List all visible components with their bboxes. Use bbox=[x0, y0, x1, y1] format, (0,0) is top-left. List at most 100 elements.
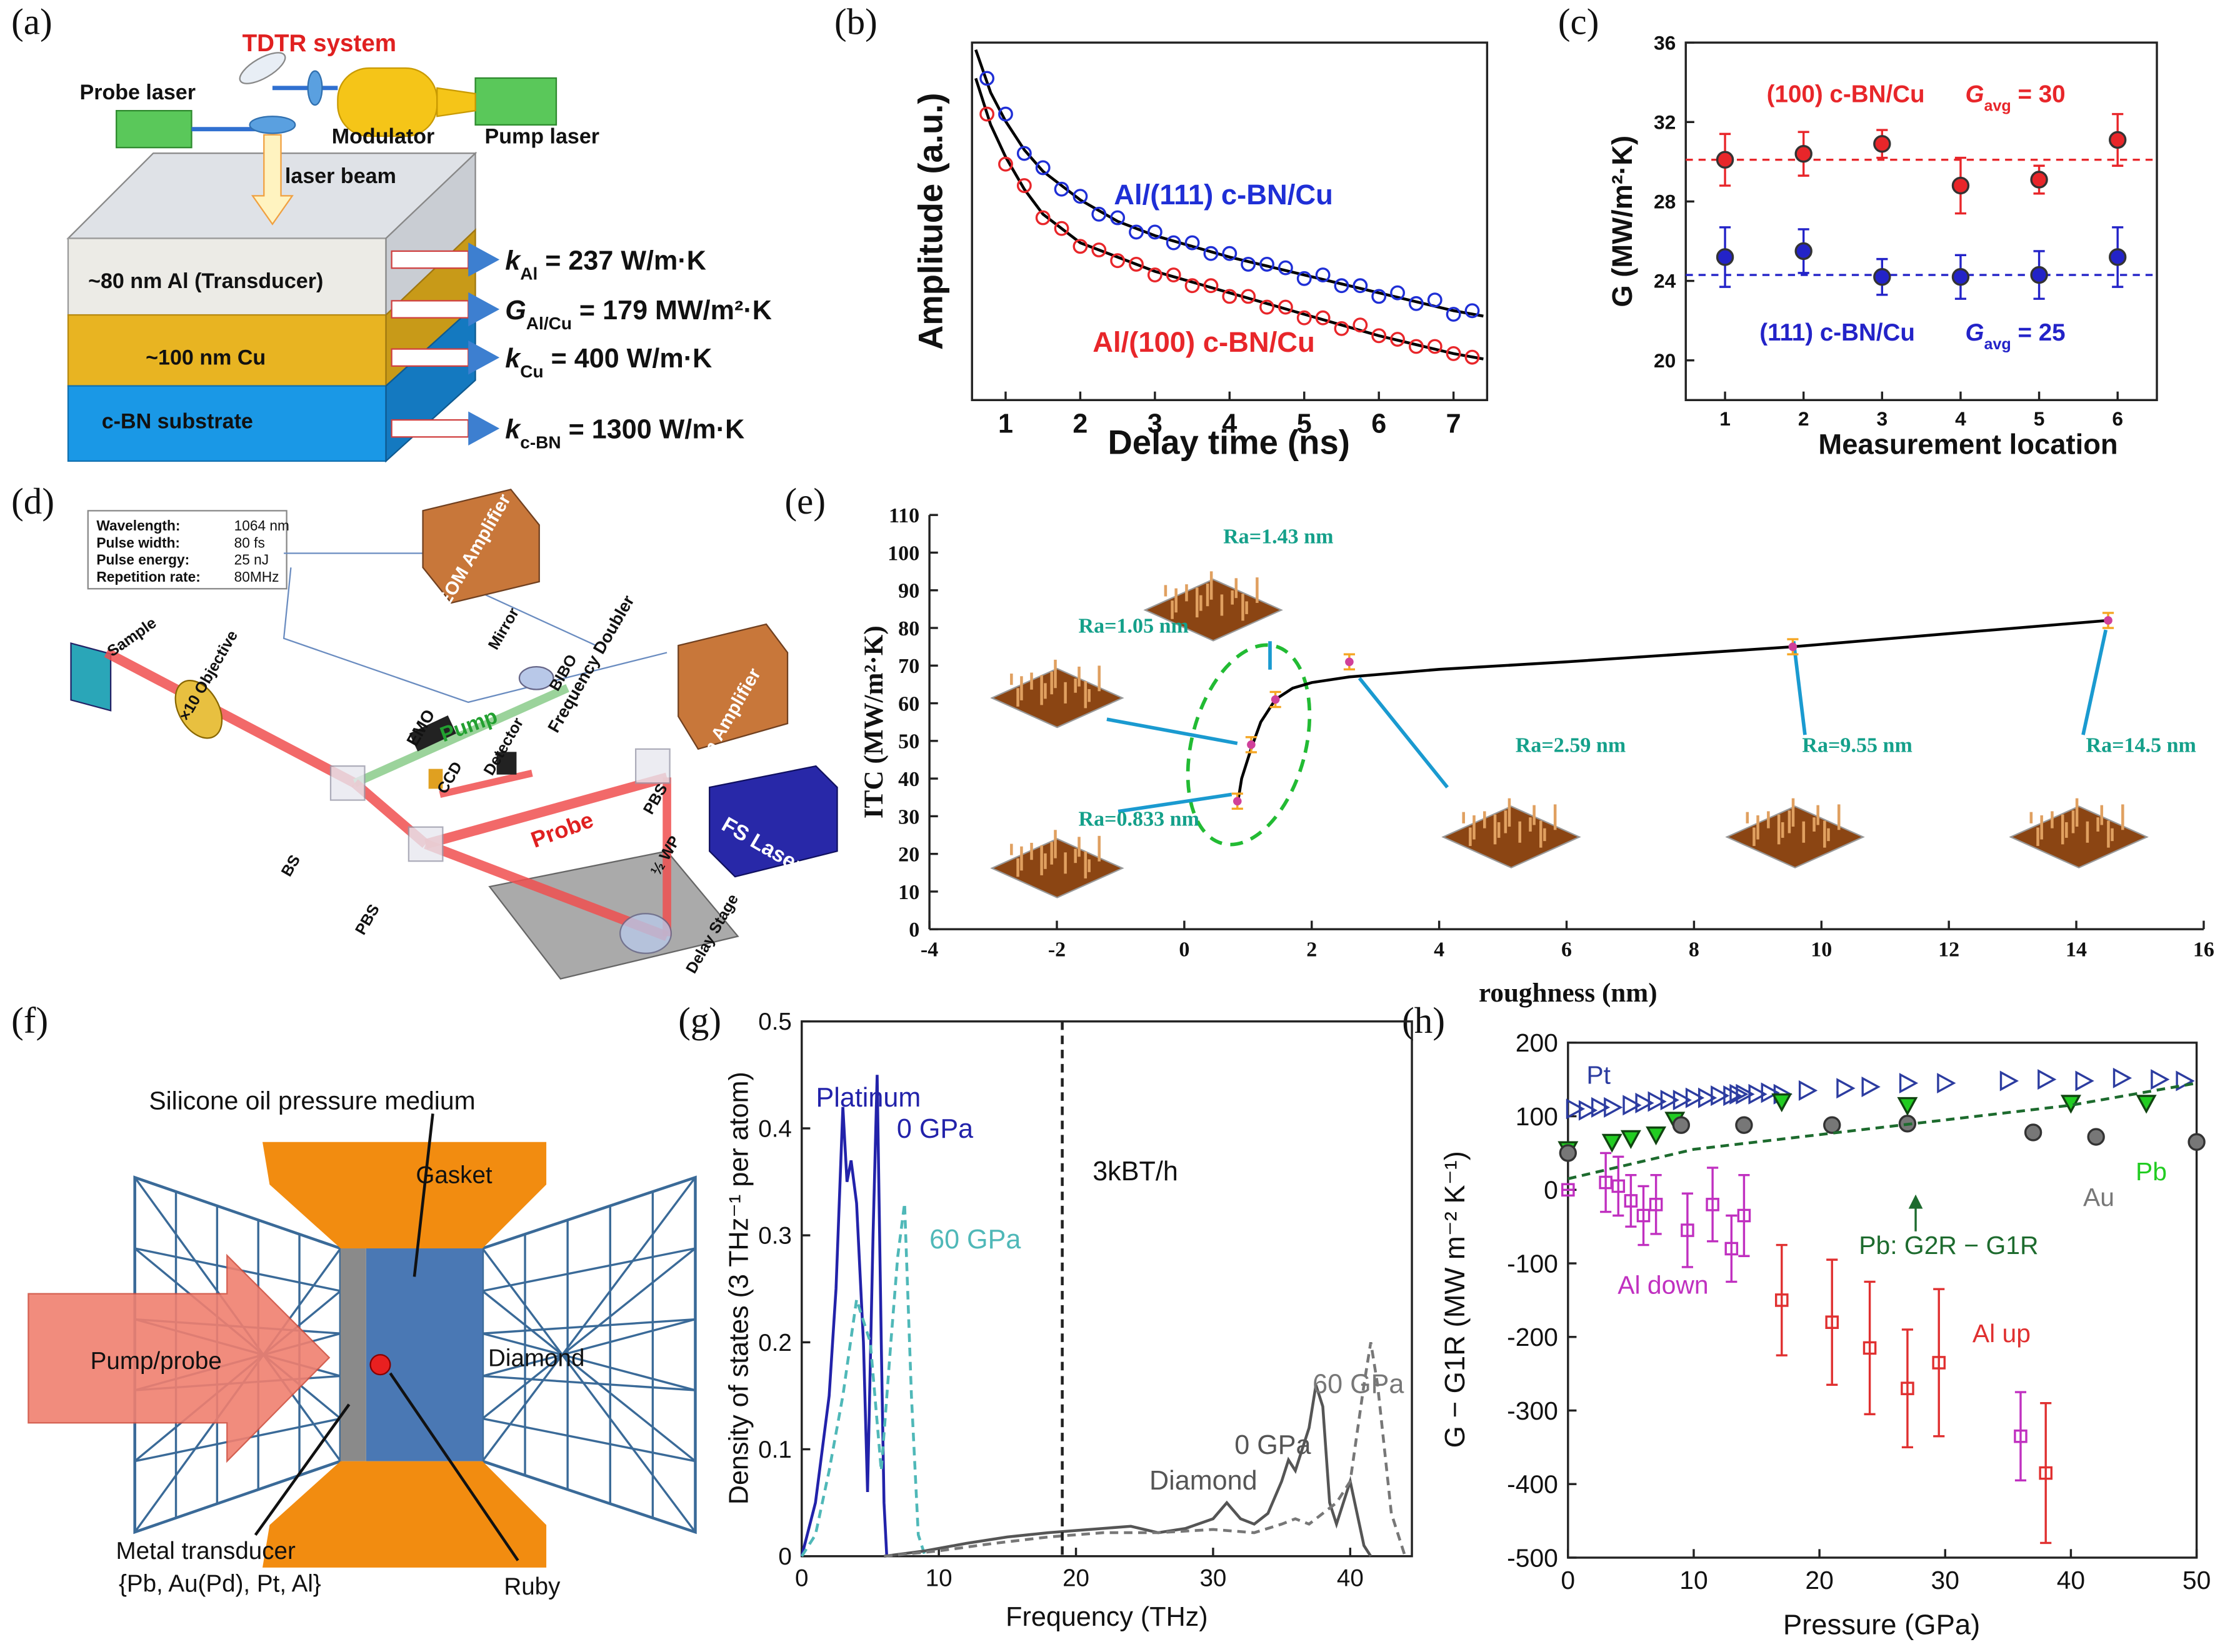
point bbox=[1352, 278, 1368, 294]
x-tick-label: 6 bbox=[1561, 938, 1572, 961]
point bbox=[1016, 146, 1032, 161]
point bbox=[1241, 256, 1256, 272]
shape bbox=[482, 1176, 696, 1250]
shape bbox=[1186, 643, 1312, 847]
label: Repetition rate: bbox=[96, 569, 200, 585]
series-label: 60 GPa bbox=[1312, 1370, 1404, 1400]
point bbox=[2075, 1070, 2094, 1092]
x-tick-label: 3 bbox=[1148, 409, 1162, 439]
point bbox=[1427, 339, 1442, 354]
error-bar bbox=[1638, 1185, 1649, 1246]
point bbox=[1259, 256, 1274, 272]
x-axis-label: roughness (nm) bbox=[1479, 978, 1658, 1008]
point bbox=[2136, 1095, 2157, 1114]
y-tick-label: 32 bbox=[1654, 111, 1676, 133]
label: Pump bbox=[437, 704, 501, 747]
series-label: (111) c-BN/Cu bbox=[1759, 319, 1915, 346]
x-tick-label: 1 bbox=[1719, 407, 1731, 430]
x-tick-label: -4 bbox=[921, 938, 938, 961]
label: 80MHz bbox=[234, 569, 279, 585]
label-part: = 25 bbox=[2011, 319, 2066, 346]
label-part: k bbox=[505, 415, 521, 445]
x-tick-label: 30 bbox=[1931, 1566, 1959, 1595]
point bbox=[1408, 296, 1424, 311]
point bbox=[2176, 1070, 2195, 1092]
point bbox=[1561, 1183, 1575, 1197]
y-tick-label: 30 bbox=[898, 805, 919, 828]
point bbox=[2109, 248, 2127, 266]
plot-frame bbox=[801, 1020, 1413, 1558]
shape bbox=[282, 567, 668, 704]
point bbox=[1748, 1083, 1768, 1105]
label-part: k bbox=[505, 246, 521, 276]
y-tick-label: -400 bbox=[1507, 1470, 1558, 1499]
y-tick-label: -100 bbox=[1507, 1249, 1558, 1278]
shape bbox=[67, 385, 387, 462]
point bbox=[1315, 310, 1331, 326]
x-tick-label: 7 bbox=[1446, 409, 1461, 439]
point bbox=[1184, 235, 1200, 251]
point bbox=[1611, 1179, 1626, 1193]
x-tick-label: -2 bbox=[1048, 938, 1066, 961]
point bbox=[979, 106, 995, 122]
shape bbox=[468, 292, 500, 327]
point bbox=[1737, 1208, 1751, 1223]
shape bbox=[134, 1176, 341, 1250]
point bbox=[1794, 144, 1812, 163]
point bbox=[1166, 235, 1181, 251]
point bbox=[1897, 1097, 1918, 1117]
label-part: Cu bbox=[520, 362, 543, 381]
error-bar bbox=[1612, 1155, 1624, 1217]
label-part: G bbox=[505, 296, 526, 326]
point bbox=[1729, 1083, 1749, 1105]
point bbox=[1761, 1082, 1780, 1103]
shape bbox=[262, 1142, 547, 1249]
x-tick-label: 12 bbox=[1938, 938, 1959, 961]
data-line bbox=[884, 1385, 1372, 1558]
shape bbox=[428, 769, 443, 789]
shape bbox=[474, 77, 558, 126]
point bbox=[1788, 642, 1798, 651]
annotation: Ra=1.43 nm bbox=[1223, 525, 1333, 549]
series-label: Al down bbox=[1618, 1271, 1708, 1300]
shape bbox=[1358, 677, 1449, 789]
point bbox=[1861, 1076, 1881, 1097]
point bbox=[1735, 1116, 1753, 1134]
point bbox=[2188, 1133, 2206, 1151]
point bbox=[2151, 1069, 2170, 1090]
label-part: Al/Cu bbox=[526, 313, 572, 332]
point bbox=[1259, 299, 1274, 315]
x-tick-label: 10 bbox=[1679, 1566, 1708, 1595]
shape bbox=[67, 237, 387, 316]
point bbox=[1578, 1100, 1598, 1121]
label-part: = 30 bbox=[2011, 81, 2066, 108]
error-bar bbox=[1864, 1280, 1876, 1416]
point bbox=[2014, 1429, 2028, 1443]
shape bbox=[482, 1460, 696, 1533]
shape bbox=[1143, 579, 1283, 642]
point bbox=[1635, 1092, 1654, 1113]
shape bbox=[2009, 805, 2149, 868]
shape bbox=[329, 765, 366, 801]
shape bbox=[391, 250, 469, 269]
shape bbox=[678, 623, 789, 750]
series-label: (100) c-BN/Cu bbox=[1767, 81, 1925, 108]
error-bar bbox=[1901, 1328, 1914, 1449]
point bbox=[1999, 1070, 2019, 1092]
y-tick-label: 28 bbox=[1654, 191, 1676, 213]
label: Mirror bbox=[485, 605, 522, 653]
point bbox=[1129, 256, 1144, 272]
shape bbox=[28, 1253, 331, 1463]
label-part: k bbox=[505, 344, 521, 374]
annotation: Platinum bbox=[816, 1083, 921, 1113]
label: GAl/Cu = 179 MW/m²·K bbox=[505, 296, 772, 332]
series-label: 0 GPa bbox=[1234, 1430, 1311, 1460]
shape bbox=[518, 666, 554, 690]
point bbox=[1672, 1116, 1691, 1134]
shape bbox=[87, 510, 288, 590]
x-tick-label: 4 bbox=[1434, 938, 1444, 961]
shape bbox=[408, 826, 444, 862]
shape bbox=[352, 684, 569, 787]
y-tick-label: 0.3 bbox=[758, 1223, 792, 1250]
y-tick-label: 20 bbox=[898, 843, 919, 867]
